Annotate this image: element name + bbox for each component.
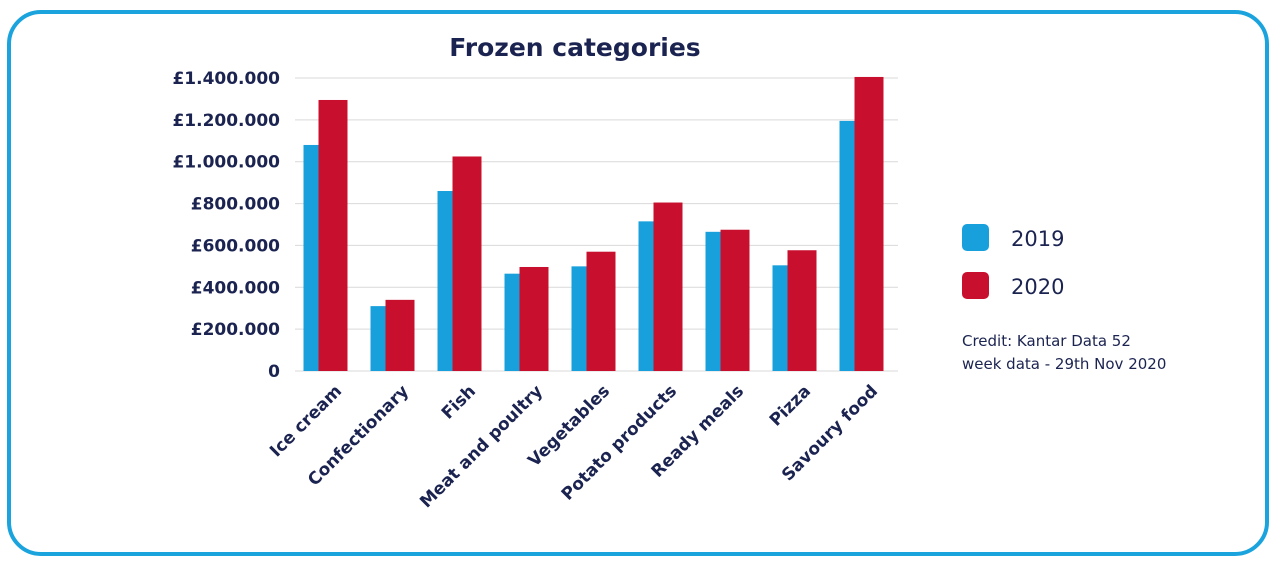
bars <box>303 76 884 372</box>
bar-2020 <box>318 99 348 371</box>
y-tick-label: £400.000 <box>191 278 280 298</box>
legend-swatch-2020 <box>962 272 989 299</box>
bar-2020 <box>385 299 415 371</box>
bar-2019 <box>370 306 386 371</box>
bar-2020 <box>854 76 884 371</box>
x-tick-label: Potato products <box>558 381 681 504</box>
bar-2020 <box>653 202 683 371</box>
bar-2019 <box>772 265 788 371</box>
bar-2020 <box>586 251 616 371</box>
y-tick-label: £1.400.000 <box>172 69 280 89</box>
credit-line-1: Credit: Kantar Data 52 <box>962 332 1131 350</box>
legend-swatch-2019 <box>962 224 989 251</box>
y-tick-label: £800.000 <box>191 195 280 215</box>
chart-frame <box>7 10 1269 556</box>
x-tick-label: Pizza <box>766 381 815 430</box>
y-axis-ticks: 0 £200.000 £400.000 £600.000 £800.000 £1.000.… <box>172 69 280 382</box>
bar-2020 <box>787 250 817 371</box>
bar-2019 <box>839 120 855 372</box>
y-tick-label: £200.000 <box>191 320 280 340</box>
legend-label-2019: 2019 <box>1011 227 1064 251</box>
chart-title: Frozen categories <box>449 33 700 62</box>
credit-line-2: week data - 29th Nov 2020 <box>962 355 1167 373</box>
x-tick-label: Meat and poultry <box>416 381 547 512</box>
bar-2019 <box>504 273 520 371</box>
bar-2020 <box>519 266 549 371</box>
bar-2019 <box>705 231 721 371</box>
legend-label-2020: 2020 <box>1011 275 1064 299</box>
bar-2019 <box>638 221 654 371</box>
y-tick-label: 0 <box>268 362 280 382</box>
y-tick-label: £1.200.000 <box>172 111 280 131</box>
bar-2020 <box>452 156 482 371</box>
bar-2019 <box>303 144 319 371</box>
bar-2019 <box>437 191 453 371</box>
legend: 2019 2020 <box>962 224 1064 299</box>
credit-note: Credit: Kantar Data 52 week data - 29th … <box>962 330 1222 376</box>
bar-2020 <box>720 229 750 371</box>
bar-2019 <box>571 266 587 371</box>
x-tick-label: Fish <box>438 381 480 423</box>
y-tick-label: £600.000 <box>191 236 280 256</box>
y-tick-label: £1.000.000 <box>172 153 280 173</box>
